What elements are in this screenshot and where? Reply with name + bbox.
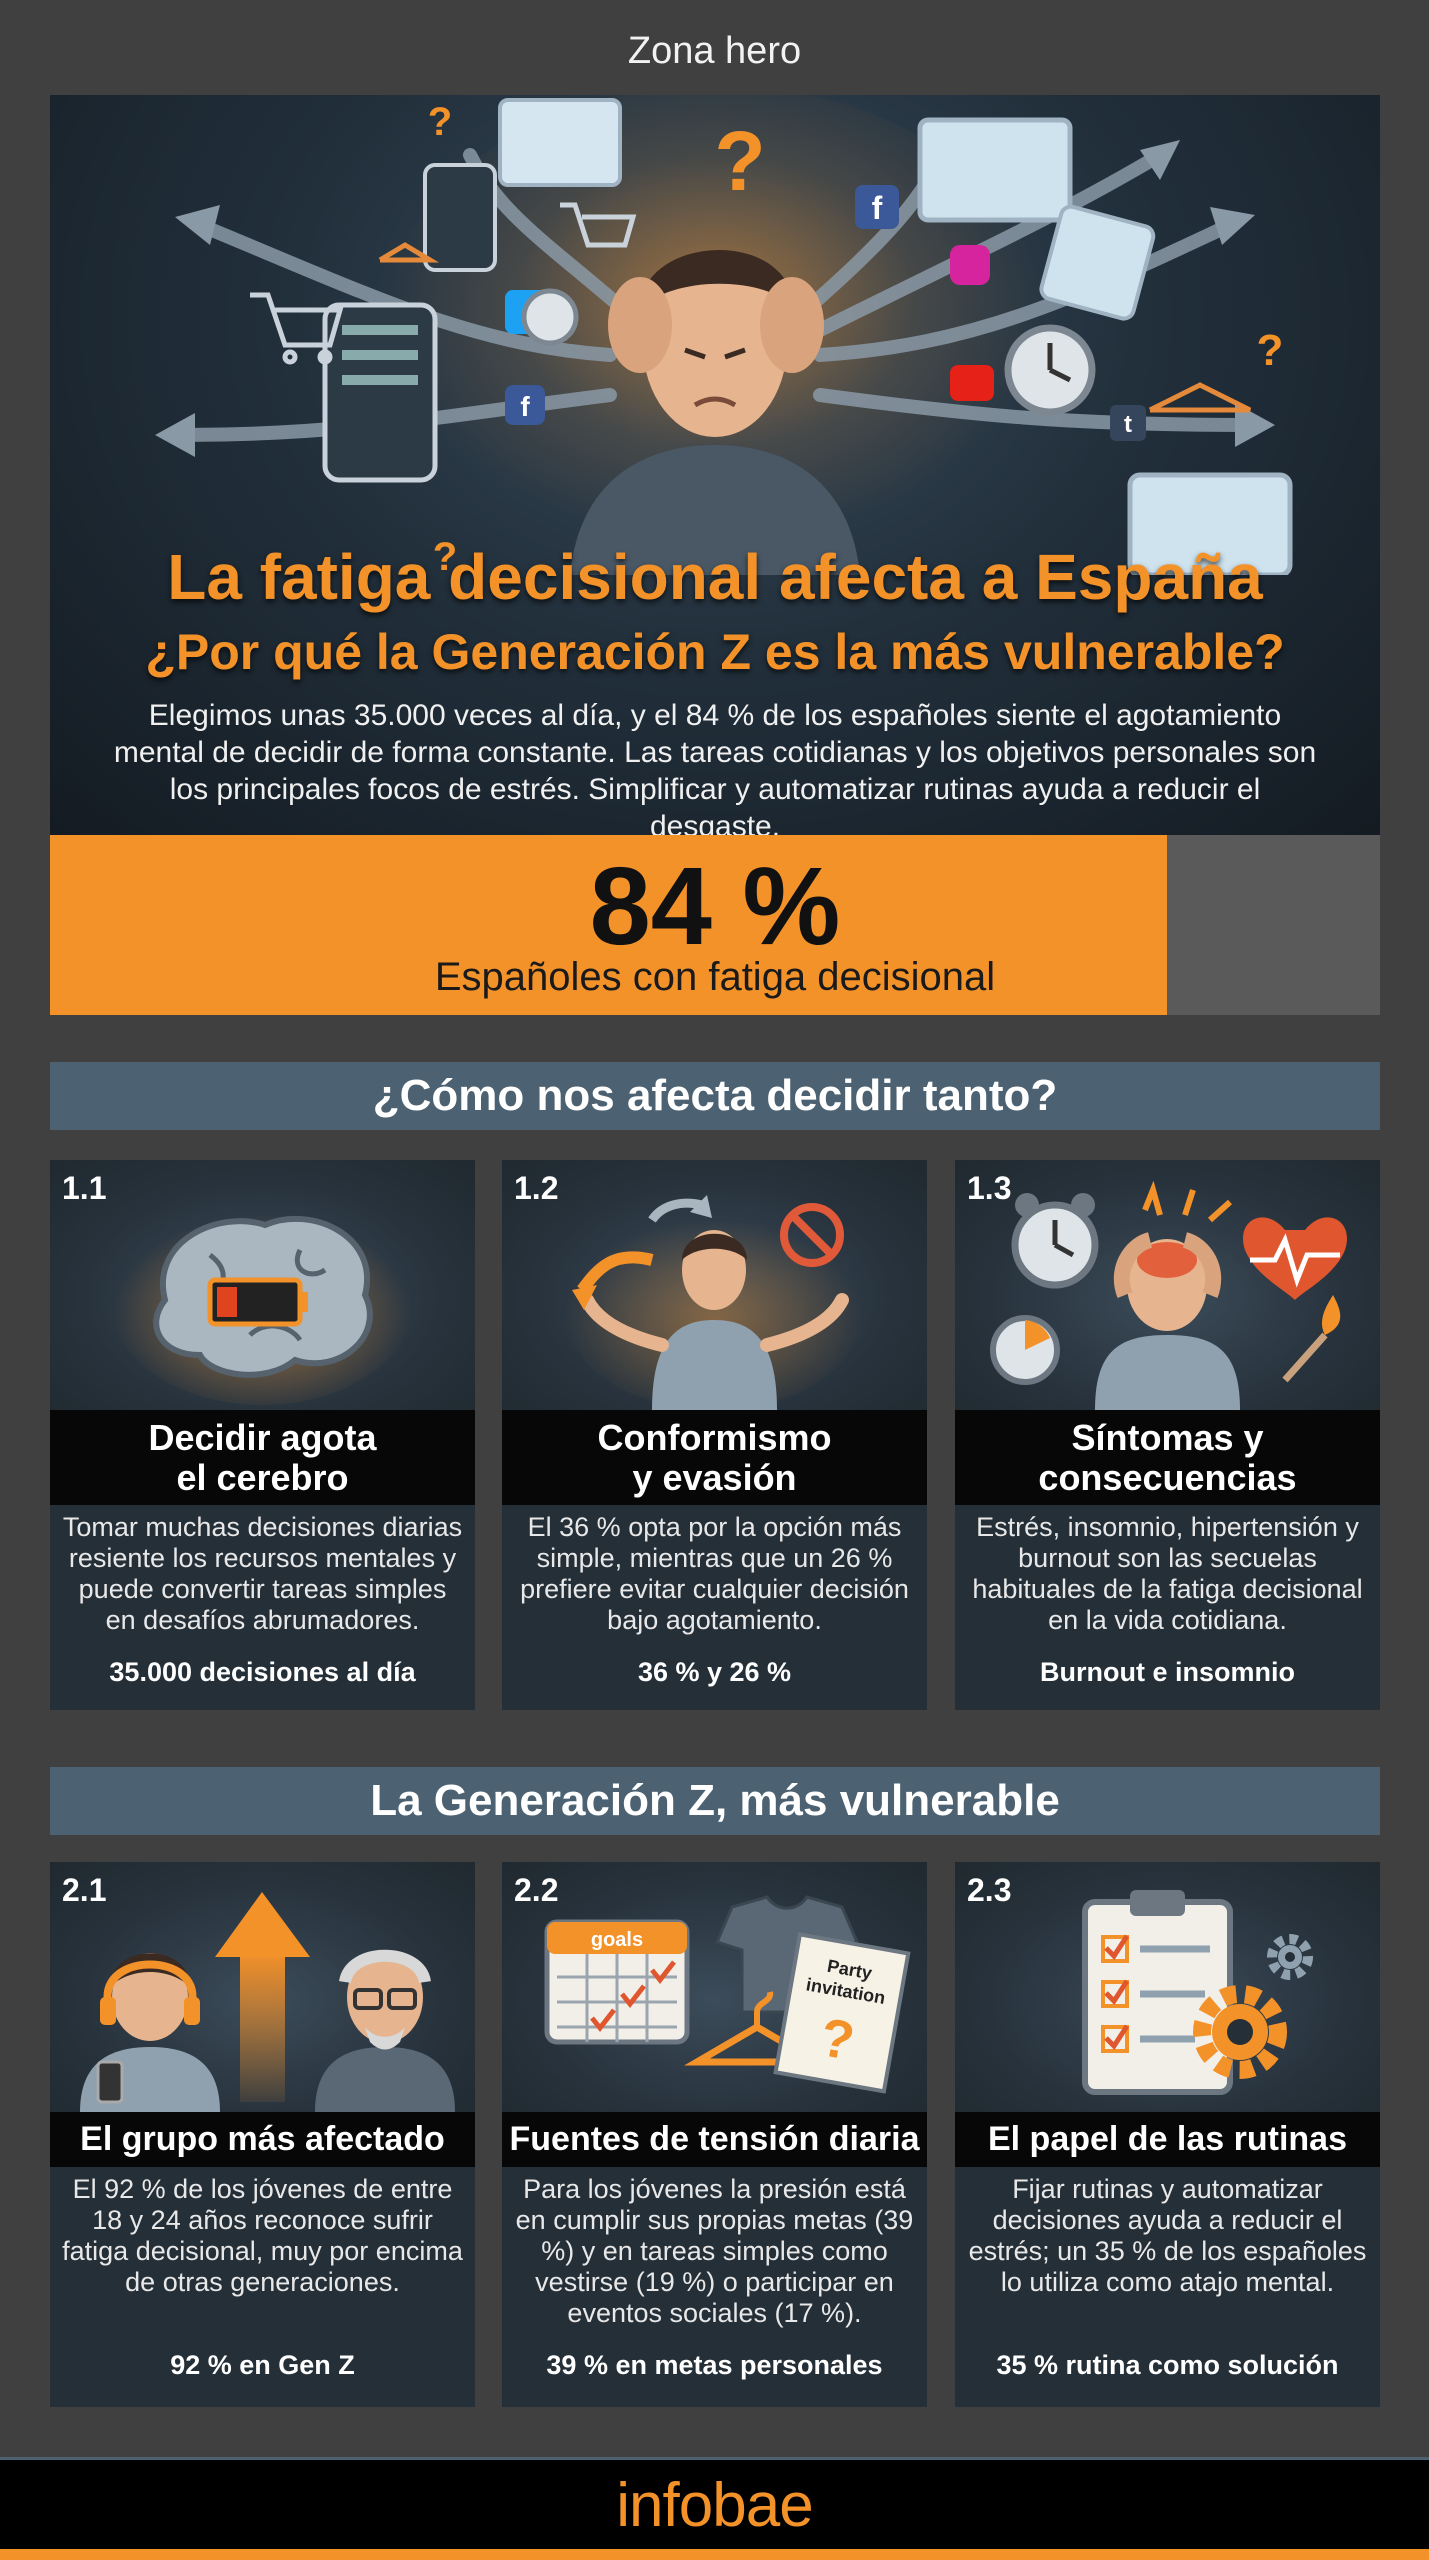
stressed-person-icon	[570, 249, 860, 575]
invitation-icon: Party invitation ?	[773, 1932, 911, 2094]
footer: infobae	[0, 2457, 1429, 2549]
svg-text:?: ?	[433, 535, 457, 575]
card-illustration: goals Party invitation ?	[502, 1862, 927, 2112]
card-stat: 92 % en Gen Z	[170, 2350, 355, 2380]
card-title: El grupo más afectado	[50, 2112, 475, 2167]
svg-text:?: ?	[714, 114, 765, 208]
hero-subtitle: ¿Por qué la Generación Z es la más vulne…	[145, 624, 1285, 680]
footer-stripe	[0, 2549, 1429, 2560]
card-illustration	[955, 1862, 1380, 2112]
hero-section: f f t ? ? ? ? ?	[50, 95, 1380, 835]
stat-bar: 84 % Españoles con fatiga decisional	[50, 835, 1380, 1015]
card-illustration	[50, 1862, 475, 2112]
small-gear-icon	[1267, 1934, 1313, 1980]
youtube-icon	[950, 365, 994, 401]
card-2-1: 2.1 El grupo más afectado El 92 % de los…	[50, 1862, 475, 2407]
tablet-icon	[322, 302, 438, 483]
card-title: Conformismo y evasión	[502, 1410, 927, 1505]
section-header-2: La Generación Z, más vulnerable	[50, 1767, 1380, 1835]
card-stat: 35 % rutina como solución	[996, 2350, 1339, 2380]
card-stat: Burnout e insomnio	[1040, 1657, 1295, 1687]
stat-label: Españoles con fatiga decisional	[434, 955, 996, 999]
hero-illustration: f f t ? ? ? ? ?	[155, 95, 1293, 575]
brain-battery-icon	[112, 1205, 412, 1405]
gear-icon	[1193, 1985, 1287, 2079]
svg-text:t: t	[1124, 411, 1132, 438]
match-flame-icon	[1322, 1295, 1341, 1335]
headphones-icon	[103, 1960, 197, 2003]
card-1-3: 1.3 Síntomas y consecuencias Estrés, ins…	[955, 1160, 1380, 1710]
card-title: Síntomas y consecuencias	[955, 1410, 1380, 1505]
card-illustration	[50, 1160, 475, 1410]
card-illustration	[955, 1160, 1380, 1410]
card-2-2: goals Party invitation ? 2.2 Fuentes de …	[502, 1862, 927, 2407]
card-description: Tomar muchas decisiones diarias resiente…	[62, 1512, 463, 1635]
phone-icon	[423, 163, 497, 272]
svg-text:f: f	[520, 391, 530, 422]
heart-icon	[1243, 1217, 1347, 1300]
monitor-icon	[917, 117, 1073, 223]
cart-icon	[250, 202, 637, 365]
card-1-1: 1.1 Decidir agota el cerebro Tomar mucha…	[50, 1160, 475, 1710]
facebook-icon	[855, 185, 899, 229]
hero-title: La fatiga decisional afecta a España	[167, 541, 1263, 613]
zone-label: Zona hero	[627, 30, 802, 72]
card-title: Decidir agota el cerebro	[50, 1410, 475, 1505]
stat-value: 84 %	[589, 845, 841, 968]
card-title: El papel de las rutinas	[955, 2112, 1380, 2167]
calendar-label: goals	[591, 1929, 643, 1951]
card-description: El 36 % opta por la opción más simple, m…	[520, 1512, 909, 1635]
card-number: 2.2	[514, 1872, 559, 1908]
phone-icon	[96, 2060, 124, 2104]
card-stat: 39 % en metas personales	[546, 2350, 883, 2380]
card-1-2: 1.2 Conformismo y evasión El 36 % opta p…	[502, 1160, 927, 1710]
generations-icon	[80, 1892, 455, 2112]
card-title-line2: el cerebro	[176, 1457, 349, 1498]
stressed-person-icon	[990, 1180, 1347, 1410]
card-number: 2.1	[62, 1872, 107, 1908]
shrugging-person-icon	[564, 1195, 864, 1410]
card-number: 2.3	[967, 1872, 1012, 1908]
card-title-line1: Conformismo	[597, 1417, 832, 1458]
card-stat: 35.000 decisiones al día	[109, 1657, 416, 1687]
card-title-line1: Decidir agota	[148, 1417, 377, 1458]
card-illustration	[502, 1160, 927, 1410]
card-number: 1.3	[967, 1170, 1012, 1206]
card-title-line2: y evasión	[632, 1457, 797, 1498]
card-title: Fuentes de tensión diaria	[502, 2112, 927, 2167]
card-description: Para los jóvenes la presión está en cump…	[515, 2174, 914, 2328]
arrow-up-icon	[215, 1892, 310, 1957]
card-title-line1: Síntomas y	[1071, 1417, 1264, 1458]
card-title-line2: consecuencias	[1038, 1457, 1297, 1498]
svg-text:f: f	[872, 190, 883, 226]
card-description: Fijar rutinas y automatizar decisiones a…	[968, 2174, 1367, 2297]
card-stat: 36 % y 26 %	[637, 1657, 792, 1687]
hero-body: Elegimos unas 35.000 veces al día, y el …	[113, 699, 1317, 835]
footer-logo[interactable]: infobae	[616, 2471, 813, 2540]
card-number: 1.1	[62, 1170, 107, 1206]
section-header-1: ¿Cómo nos afecta decidir tanto?	[50, 1062, 1380, 1130]
card-description: El 92 % de los jóvenes de entre 18 y 24 …	[62, 2174, 463, 2297]
laptop-icon	[498, 98, 622, 187]
stat-bar-fill	[50, 835, 1168, 1015]
clock-icon	[521, 288, 579, 346]
daily-tasks-icon: goals Party invitation ?	[544, 1895, 911, 2094]
svg-text:?: ?	[428, 100, 452, 144]
hanger-icon	[378, 242, 1252, 413]
question-mark-icon: ? ? ? ? ?	[428, 100, 1284, 575]
tumblr-icon	[1110, 405, 1146, 441]
card-description: Estrés, insomnio, hipertensión y burnout…	[972, 1512, 1363, 1635]
card-number: 1.2	[514, 1170, 559, 1206]
checklist-gear-icon	[1082, 1890, 1313, 2095]
svg-text:?: ?	[1257, 326, 1284, 375]
instagram-icon	[950, 245, 990, 285]
card-2-3: 2.3 El papel de las rutinas Fijar rutina…	[955, 1862, 1380, 2407]
